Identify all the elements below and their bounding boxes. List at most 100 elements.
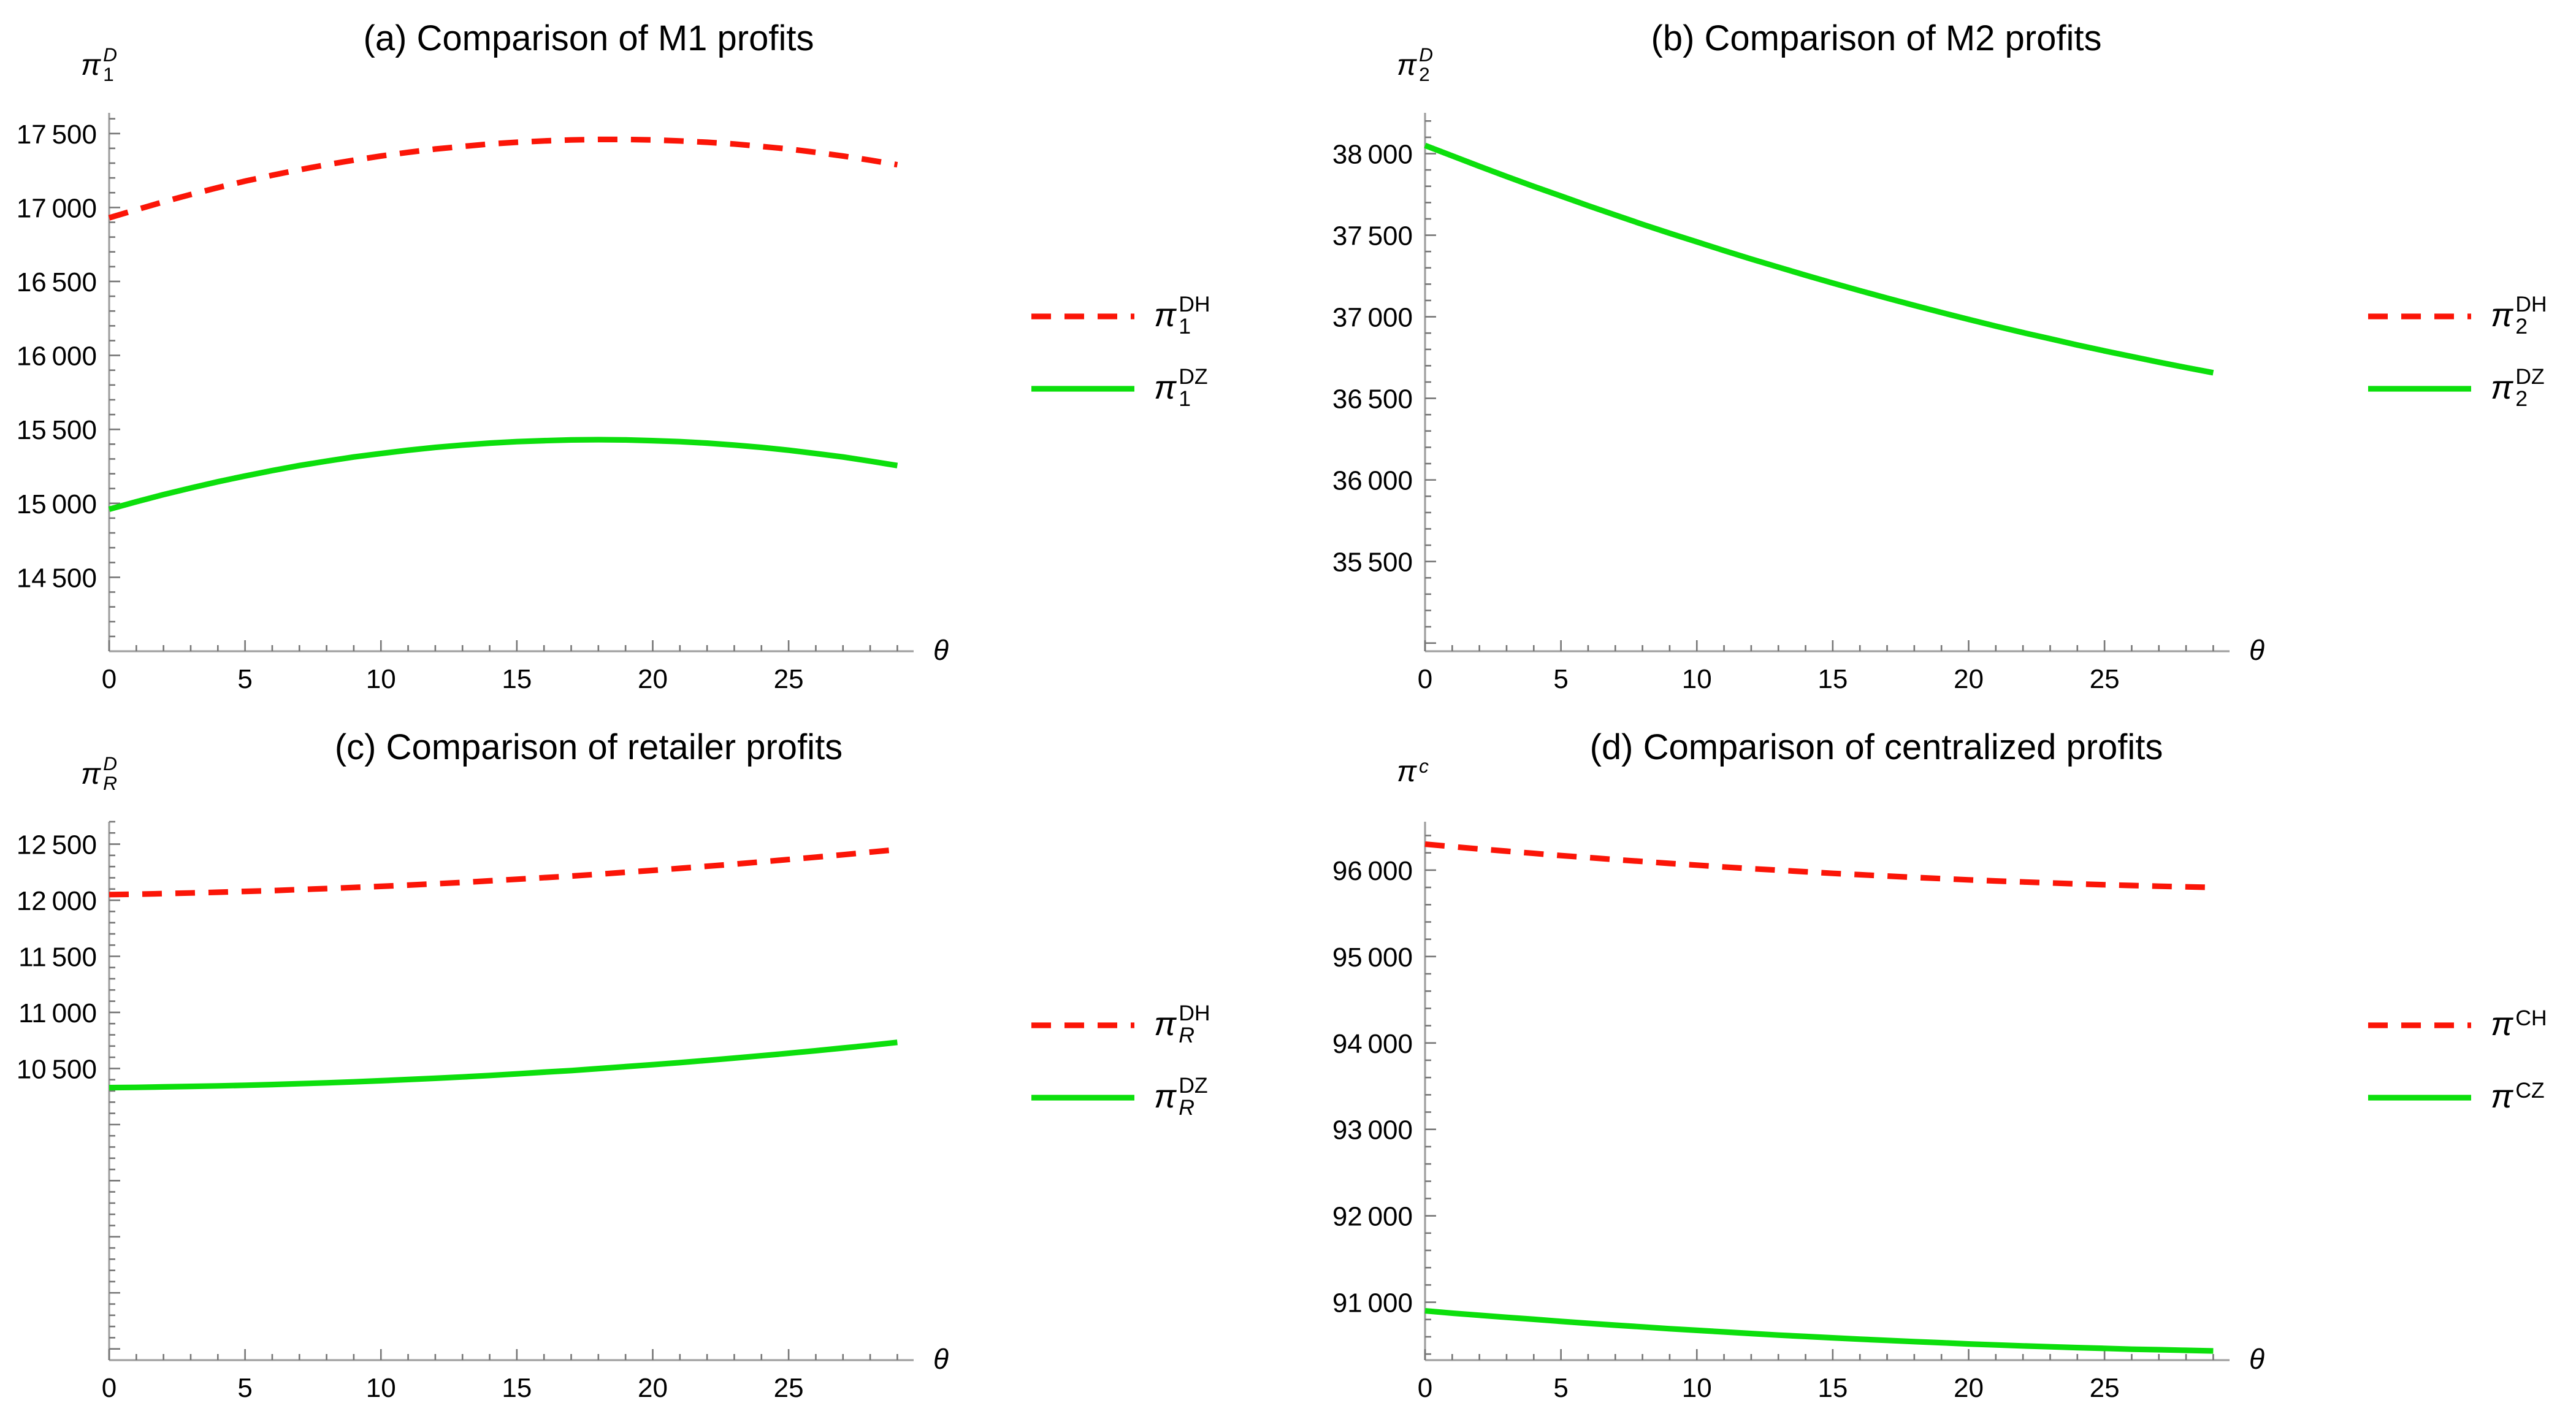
- x-tick-label: 15: [1817, 664, 1848, 694]
- y-tick-label: 92 000: [1332, 1202, 1413, 1232]
- y-tick-label: 93 000: [1332, 1115, 1413, 1146]
- x-tick-label: 0: [1418, 664, 1432, 694]
- panel-d-legend: π CH π CZ: [2364, 989, 2547, 1133]
- panel-c-plot-area: 0 5 10 15 20 25 10 500 11 000 11 500 12 000 12 500: [17, 820, 914, 1403]
- superscript: DZ: [1179, 364, 1208, 389]
- green-solid-curve: [1424, 142, 2214, 376]
- pi-symbol: π: [1154, 1006, 1177, 1042]
- x-tick-label: 10: [1682, 664, 1712, 694]
- legend-entry: π DZ R: [1028, 1061, 1210, 1133]
- legend-label: π DZ 2: [2491, 364, 2545, 410]
- panel-b-x-axis-label: θ: [2249, 634, 2265, 666]
- x-tick-label: 5: [1553, 664, 1568, 694]
- superscript: D: [1419, 45, 1434, 66]
- panel-d: (d) Comparison of centralized profits 0 5…: [1288, 709, 2575, 1418]
- panel-a-plot-area: 0 5 10 15 20 25 14 500 15 000 15 500 16 000 16 500…: [17, 113, 914, 694]
- subscript: 2: [2515, 386, 2528, 410]
- legend-green-solid-swatch: [1031, 1094, 1134, 1100]
- subscript: 1: [1179, 386, 1191, 410]
- pi-symbol: π: [81, 757, 101, 791]
- legend-red-dashed-swatch: [2368, 1022, 2471, 1028]
- y-tick-label: 14 500: [17, 563, 97, 593]
- panel-d-title: (d) Comparison of centralized profits: [1589, 729, 2163, 768]
- superscript: DH: [1179, 1000, 1210, 1025]
- pi-symbol: π: [2491, 297, 2513, 334]
- legend-label: π DZ R: [1154, 1073, 1208, 1119]
- x-tick-label: 10: [1682, 1373, 1712, 1403]
- legend-red-dashed-swatch: [1031, 313, 1134, 319]
- panel-d-plot-area: 0 5 10 15 20 25 91 000 92 000 93 000 94 000 95 000…: [1332, 822, 2230, 1403]
- panel-b-plot-area: 0 5 10 15 20 25 35 500 36 000 36 500 37 000 37 500…: [1332, 113, 2230, 694]
- panel-c-x-axis-label: θ: [933, 1343, 949, 1375]
- superscript: DZ: [1179, 1073, 1208, 1098]
- y-tick-label: 37 500: [1332, 221, 1413, 251]
- panel-c-title: (c) Comparison of retailer profits: [334, 729, 843, 768]
- superscript: CZ: [2515, 1077, 2545, 1103]
- x-tick-label: 25: [774, 1373, 804, 1403]
- y-tick-label: 17 500: [17, 120, 97, 150]
- y-tick-label: 15 000: [17, 489, 97, 519]
- panel-b: (b) Comparison of M2 profits 0 5 10 15 20 25 3…: [1288, 0, 2575, 709]
- superscript: DH: [2515, 291, 2547, 316]
- y-tick-label: 37 000: [1332, 303, 1413, 333]
- y-tick-label: 17 000: [17, 193, 97, 223]
- y-tick-label: 10 500: [17, 1054, 97, 1084]
- panel-a-title: (a) Comparison of M1 profits: [363, 20, 814, 59]
- green-solid-curve: [108, 437, 898, 512]
- legend-green-solid-swatch: [2368, 1094, 2471, 1100]
- subscript: 2: [2515, 313, 2528, 338]
- pi-symbol: π: [81, 48, 101, 82]
- legend-label: π DZ 1: [1154, 364, 1208, 410]
- legend-label: π CZ: [2491, 1078, 2545, 1116]
- superscript: DZ: [2515, 364, 2545, 389]
- green-solid-curve: [109, 1039, 898, 1091]
- y-tick-label: 12 500: [17, 830, 97, 860]
- x-tick-label: 15: [502, 664, 532, 694]
- x-tick-label: 20: [1954, 1373, 1984, 1403]
- x-tick-label: 0: [102, 1373, 117, 1403]
- superscript: D: [103, 45, 118, 66]
- panel-a-legend: π DH 1 π DZ 1: [1028, 280, 1210, 424]
- y-tick-label: 16 000: [17, 342, 97, 372]
- y-tick-label: 36 000: [1332, 466, 1413, 496]
- subscript: R: [1179, 1022, 1194, 1047]
- y-tick-label: 15 500: [17, 415, 97, 445]
- x-tick-label: 5: [237, 664, 252, 694]
- legend-entry: π CZ: [2364, 1061, 2547, 1133]
- x-tick-label: 10: [366, 1373, 396, 1403]
- x-tick-label: 0: [1418, 1373, 1432, 1403]
- legend-red-dashed-swatch: [1031, 1022, 1134, 1028]
- x-tick-label: 25: [774, 664, 804, 694]
- x-tick-label: 20: [638, 664, 668, 694]
- legend-label: π DH R: [1154, 1000, 1210, 1047]
- pi-symbol: π: [1154, 297, 1177, 334]
- legend-entry: π DZ 1: [1028, 352, 1210, 424]
- subscript: R: [1179, 1095, 1194, 1119]
- y-tick-label: 12 000: [17, 886, 97, 916]
- pi-symbol: π: [1154, 1078, 1177, 1115]
- panel-b-legend: π DH 2 π DZ 2: [2364, 280, 2547, 424]
- y-tick-label: 11 500: [18, 943, 97, 973]
- legend-entry: π DZ 2: [2364, 352, 2547, 424]
- x-tick-label: 5: [237, 1373, 252, 1403]
- panel-a: (a) Comparison of M1 profits 0 5 10 15 20 25 1…: [0, 0, 1288, 709]
- y-tick-label: 91 000: [1332, 1288, 1413, 1318]
- pi-symbol: π: [2491, 1006, 2513, 1042]
- pi-symbol: π: [2491, 1078, 2513, 1115]
- pi-symbol: π: [1397, 755, 1417, 789]
- red-dashed-curve: [1424, 841, 2214, 890]
- pi-symbol: π: [2491, 369, 2513, 406]
- panel-c: (c) Comparison of retailer profits 0 5 10 1…: [0, 709, 1288, 1418]
- legend-label: π DH 1: [1154, 293, 1210, 337]
- y-tick-label: 95 000: [1332, 943, 1413, 973]
- superscript: CH: [2515, 1005, 2547, 1030]
- panel-b-title: (b) Comparison of M2 profits: [1651, 20, 2102, 59]
- legend-red-dashed-swatch: [2368, 313, 2471, 319]
